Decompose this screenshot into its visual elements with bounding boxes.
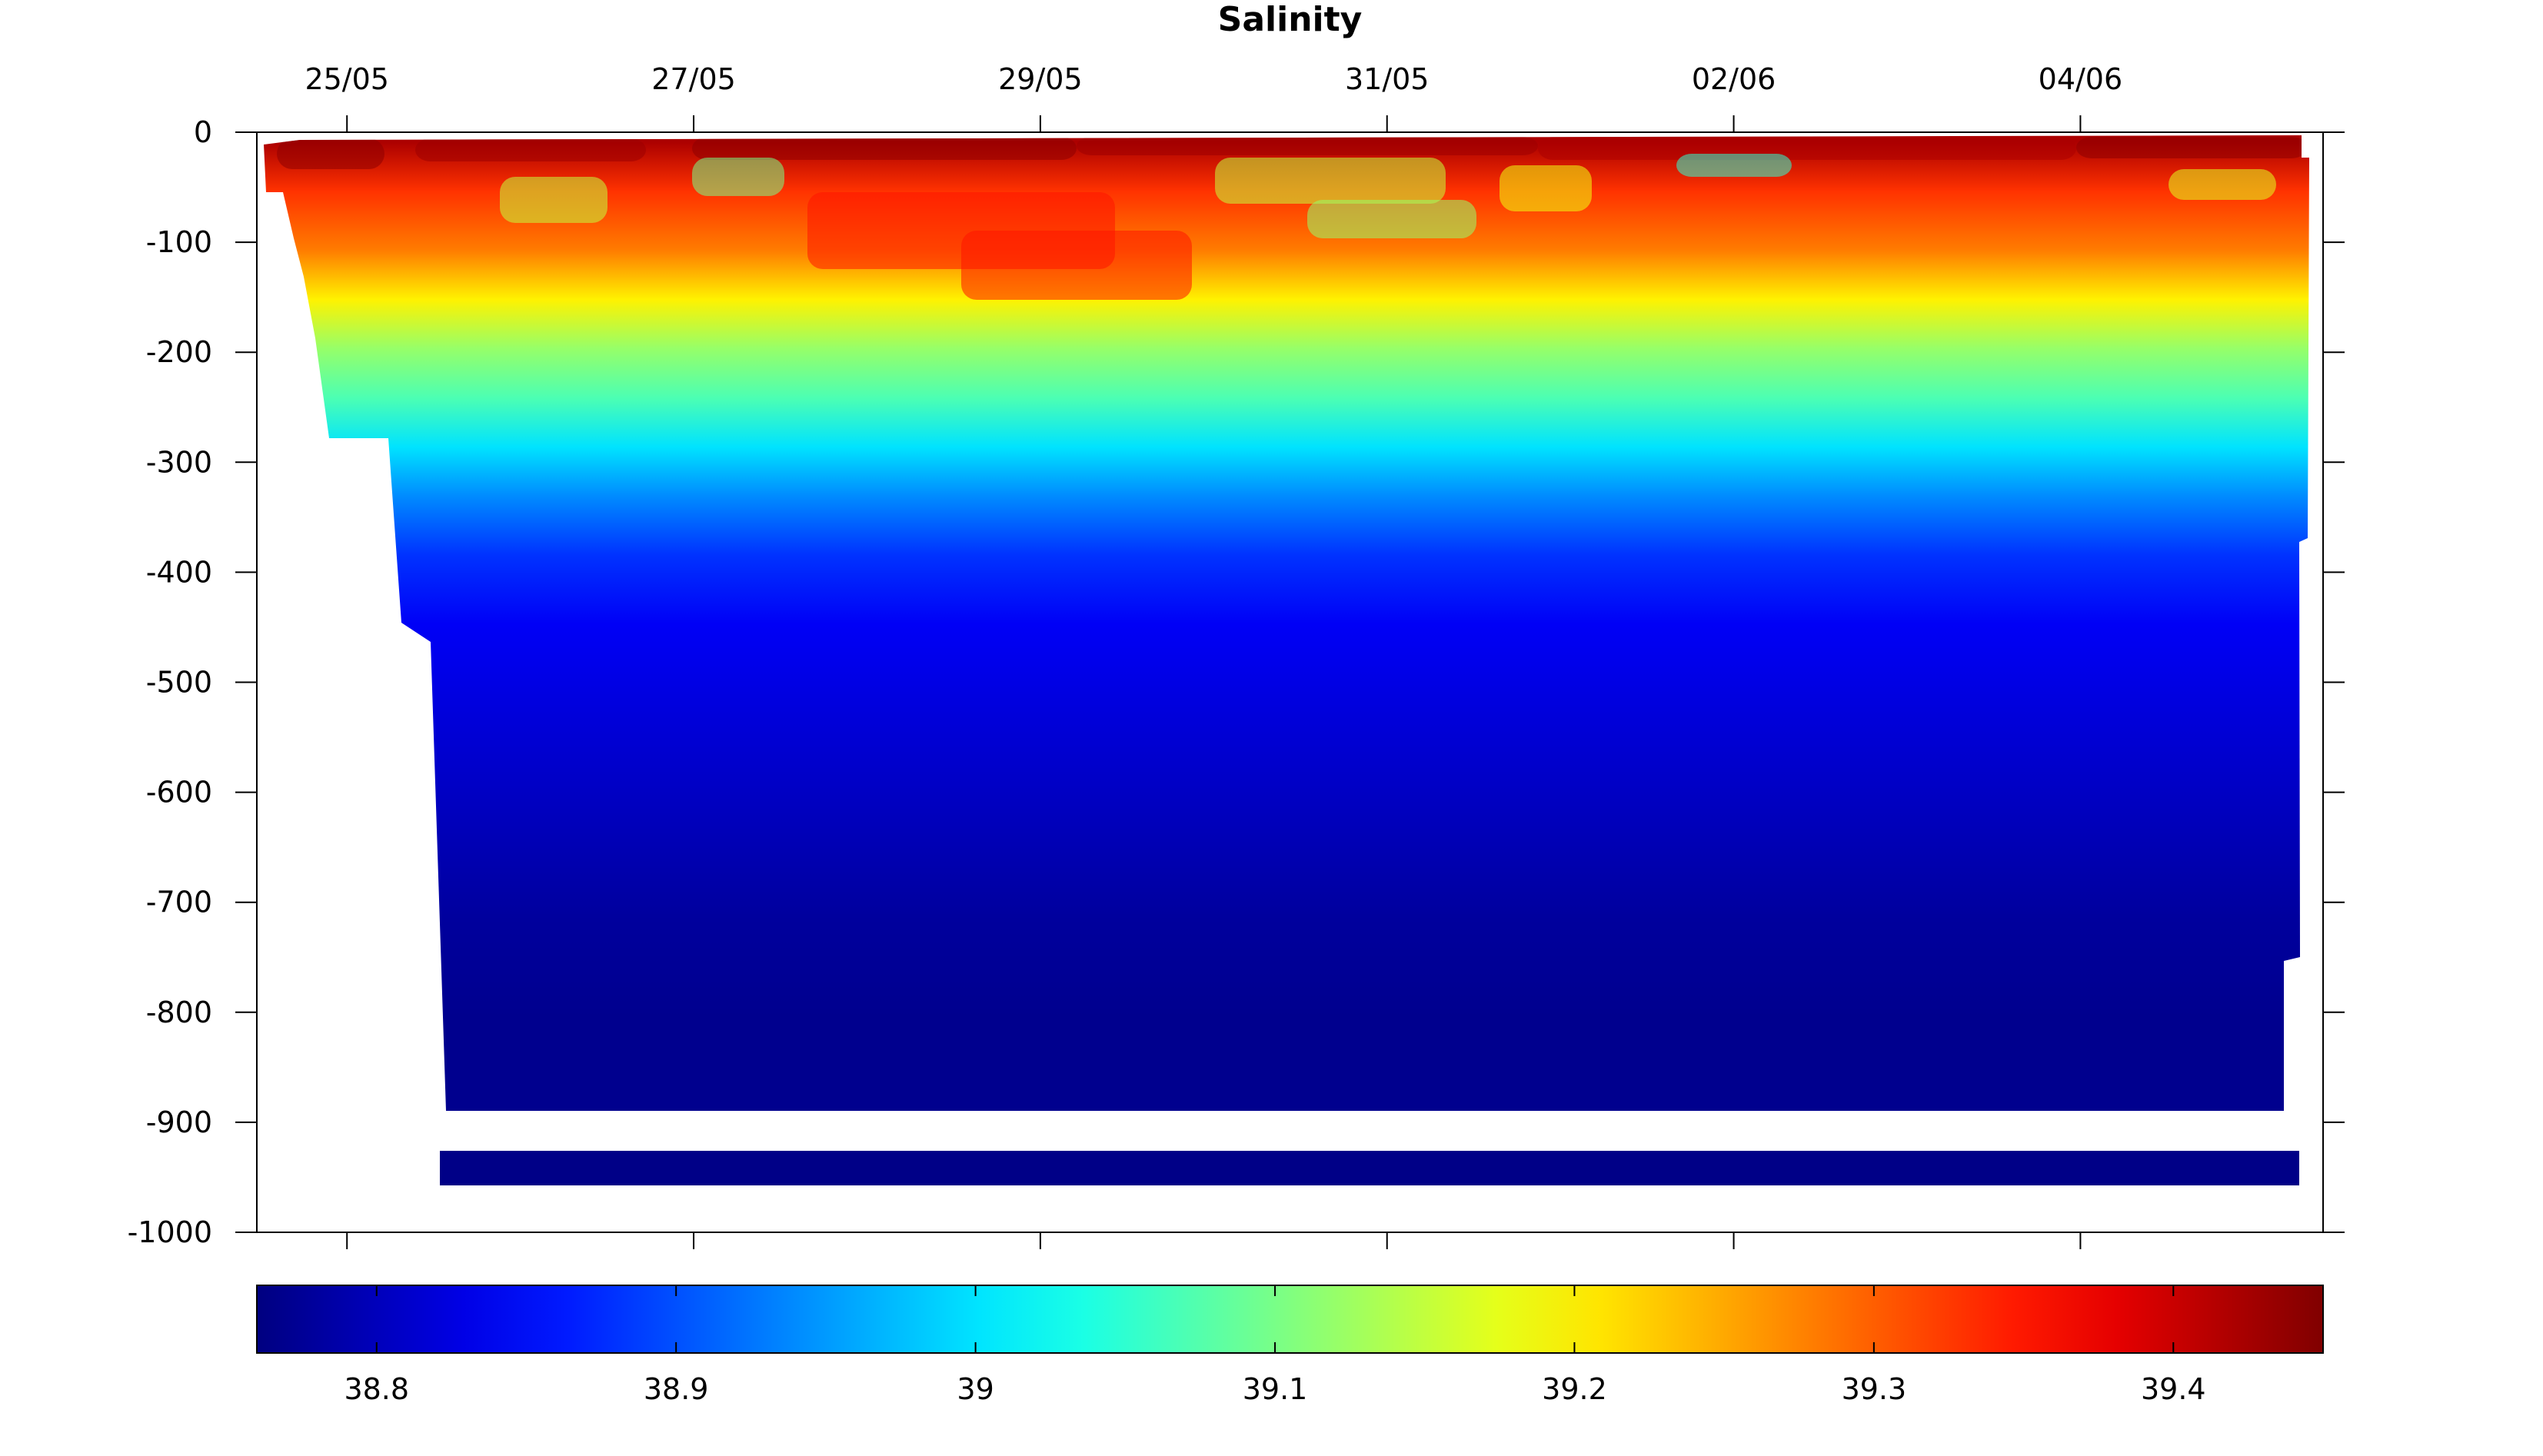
y-tick-label: -300 [146,445,212,479]
x-tick-label: 31/05 [1345,62,1430,96]
colorbar-tick-label: 39.1 [1243,1372,1308,1406]
y-tick-label: -400 [146,555,212,589]
salinity-field [264,135,2309,1111]
x-tick-label: 29/05 [998,62,1083,96]
y-tick-label: -500 [146,666,212,700]
y-tick-label: 0 [194,115,212,149]
colorbar-tick-label: 38.8 [344,1372,409,1406]
y-tick-label: -800 [146,996,212,1029]
surface-patches [277,137,2307,300]
x-tick-label: 27/05 [651,62,736,96]
y-tick-label: -900 [146,1105,212,1139]
x-tick-label: 25/05 [305,62,389,96]
chart-title: Salinity [1218,0,1363,39]
y-tick-label: -200 [146,335,212,369]
y-tick-label: -100 [146,225,212,259]
colorbar-tick-label: 39 [957,1372,994,1406]
x-tick-label: 04/06 [2039,62,2123,96]
y-tick-label: -1000 [128,1215,212,1249]
colorbar-tick-label: 39.3 [1842,1372,1907,1406]
y-tick-label: -600 [146,776,212,809]
x-tick-label: 02/06 [1692,62,1776,96]
colorbar-tick-label: 39.2 [1542,1372,1607,1406]
colorbar-tick-label: 38.9 [644,1372,709,1406]
y-tick-label: -700 [146,886,212,919]
salinity-deep-band [440,1151,2299,1185]
colorbar [256,1285,2324,1354]
colorbar-tick-label: 39.4 [2141,1372,2206,1406]
